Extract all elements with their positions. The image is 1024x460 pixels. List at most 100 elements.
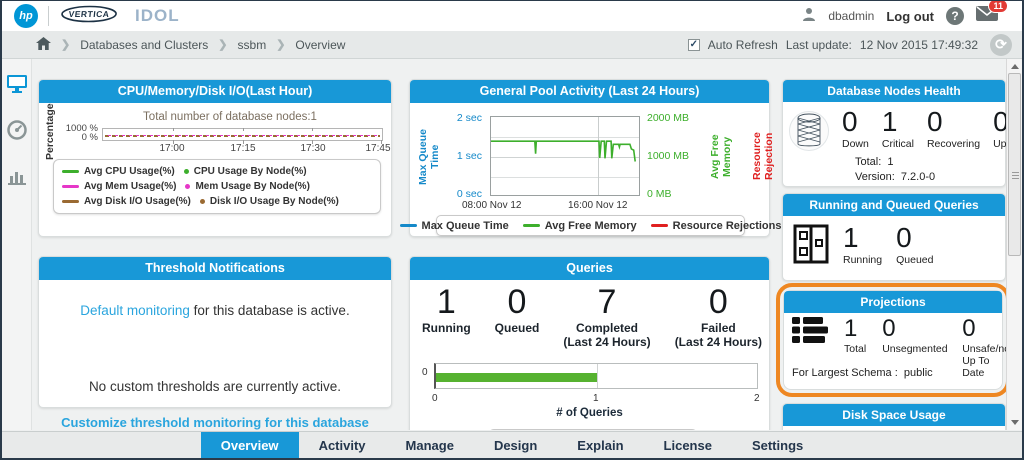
- panel-running-queued-queries: Running and Queued Queries 1 Running 0 Que…: [782, 193, 1006, 281]
- tab-design[interactable]: Design: [493, 438, 538, 453]
- panel-database-nodes-health: Database Nodes Health 0 Down 1 Critical: [782, 79, 1009, 187]
- queries-bar-y-tick: 0: [422, 367, 428, 378]
- home-icon[interactable]: [36, 36, 51, 53]
- auto-refresh-checkbox[interactable]: ✓: [687, 38, 700, 51]
- tab-activity[interactable]: Activity: [318, 438, 366, 453]
- cpu-usage-series-line: [105, 135, 380, 137]
- queries-x-tick: 1: [593, 393, 599, 404]
- legend-item: Avg CPU Usage(%): [62, 166, 175, 177]
- breadcrumb-overview: Overview: [295, 37, 346, 52]
- hp-logo-icon: hp: [14, 4, 38, 28]
- pool-right-tick: 0 MB: [647, 188, 672, 200]
- pool-right-tick: 2000 MB: [647, 112, 690, 124]
- cpu-x-tick: 17:15: [230, 143, 256, 154]
- legend-item: Mem Usage By Node(%): [185, 181, 310, 192]
- panel-projections: Projections 1 Total 0 Unsegmented: [783, 290, 1013, 390]
- stat-queued: 0 Queued: [494, 283, 540, 335]
- panel-title: Running and Queued Queries: [783, 194, 1005, 216]
- stat-up: 0 Up: [993, 106, 1009, 151]
- stat-running: 1 Running: [843, 222, 883, 267]
- panel-title: Queries: [410, 257, 769, 280]
- threshold-no-custom-text: No custom thresholds are currently activ…: [88, 379, 342, 394]
- queries-bar-plot: [434, 363, 758, 389]
- legend-item: Avg Disk I/O Usage(%): [62, 196, 191, 207]
- stat-unsegmented: 0 Unsegmented: [882, 315, 948, 356]
- pool-far-right-axis-label: Resource Rejection: [751, 132, 775, 180]
- default-monitoring-link[interactable]: Default monitoring: [80, 303, 190, 318]
- customize-threshold-link[interactable]: Customize threshold monitoring for this …: [61, 415, 369, 430]
- projections-list-icon: [792, 317, 828, 348]
- nodes-total: Total: 1: [855, 156, 894, 168]
- tab-explain[interactable]: Explain: [577, 438, 624, 453]
- stat-critical: 1 Critical: [881, 106, 914, 151]
- avg-free-memory-line: [491, 140, 636, 162]
- panel-title: Projections: [784, 291, 1002, 313]
- divider: [48, 6, 49, 26]
- tab-settings[interactable]: Settings: [751, 438, 804, 453]
- cpu-y-axis-label: Percentage: [44, 103, 56, 160]
- chevron-right-icon: ❯: [218, 39, 228, 51]
- cpu-x-tick: 17:00: [159, 143, 185, 154]
- panel-threshold-notifications: Threshold Notifications Default monitori…: [38, 256, 392, 408]
- queries-x-tick: 2: [754, 393, 760, 404]
- pool-plot-svg: [491, 140, 636, 162]
- scrollbar-thumb[interactable]: [1008, 73, 1021, 256]
- logout-link[interactable]: Log out: [886, 8, 934, 24]
- legend-item: Resource Rejections: [650, 220, 781, 232]
- app-title: IDOL: [135, 6, 180, 25]
- refresh-button[interactable]: ⟳: [990, 33, 1012, 56]
- auto-refresh-label: Auto Refresh: [707, 37, 778, 52]
- last-update-label: Last update:: [785, 37, 852, 52]
- queries-x-axis-label: # of Queries: [556, 407, 623, 419]
- cpu-y-tick: 1000 %: [65, 123, 98, 134]
- mem-usage-series-line: [108, 135, 380, 136]
- tab-manage[interactable]: Manage: [405, 438, 454, 453]
- bar-chart-icon[interactable]: [7, 167, 27, 190]
- tab-overview[interactable]: Overview: [200, 432, 299, 458]
- pool-left-axis-label: Max Queue Time: [417, 128, 441, 186]
- pool-x-tick: 16:00 Nov 12: [568, 200, 628, 211]
- stat-unsafe: 0 Unsafe/not Up To Date: [962, 315, 1013, 380]
- panel-title: CPU/Memory/Disk I/O(Last Hour): [39, 80, 391, 103]
- message-count-badge: 11: [988, 1, 1008, 13]
- cpu-y-tick: 0 %: [81, 132, 98, 143]
- projections-highlight-ring: Projections 1 Total 0 Unsegmented: [776, 283, 1013, 397]
- panel-title: Threshold Notifications: [39, 257, 391, 280]
- pool-activity-plot: [490, 116, 640, 196]
- user-icon: [802, 7, 816, 26]
- stat-completed: 7 Completed (Last 24 Hours): [563, 283, 651, 349]
- panel-title: General Pool Activity (Last 24 Hours): [410, 80, 769, 103]
- threshold-default-monitoring-text: Default monitoring for this database is …: [80, 303, 350, 318]
- monitor-icon[interactable]: [6, 75, 27, 98]
- legend-item: CPU Usage By Node(%): [183, 166, 307, 177]
- pool-chart-legend: Max Queue Time Avg Free Memory Resource …: [399, 215, 781, 236]
- svg-text:VERTICA: VERTICA: [68, 9, 110, 19]
- vertical-scrollbar[interactable]: [1006, 59, 1022, 430]
- cpu-usage-plot: [102, 128, 383, 144]
- top-header-bar: hp VERTICA IDOL dbadmin Log out ? 11: [2, 1, 1022, 31]
- queries-x-tick: 0: [432, 393, 438, 404]
- panel-title: Disk Space Usage: [783, 404, 1005, 426]
- pool-left-tick: 2 sec: [456, 112, 482, 124]
- messages-button[interactable]: 11: [976, 1, 1008, 26]
- panel-general-pool-activity: General Pool Activity (Last 24 Hours) Ma…: [399, 79, 781, 237]
- tab-license[interactable]: License: [663, 438, 712, 453]
- breadcrumb-ssbm[interactable]: ssbm: [237, 37, 267, 52]
- breadcrumb-bar: ❯ Databases and Clusters ❯ ssbm ❯ Overvi…: [2, 31, 1022, 59]
- projections-schema-footer: For Largest Schema : public: [792, 367, 933, 379]
- legend-item: Disk I/O Usage By Node(%): [199, 196, 339, 207]
- chevron-right-icon: ❯: [276, 39, 286, 51]
- scroll-down-arrow-icon[interactable]: [1011, 420, 1019, 425]
- help-icon[interactable]: ?: [946, 7, 964, 25]
- panel-disk-space-usage: Disk Space Usage: [782, 403, 1006, 430]
- breadcrumb-databases-and-clusters[interactable]: Databases and Clusters: [80, 37, 209, 52]
- legend-item: Avg Mem Usage(%): [62, 181, 176, 192]
- legend-item: Max Queue Time: [399, 220, 509, 232]
- scroll-up-arrow-icon[interactable]: [1011, 64, 1019, 69]
- gauge-icon[interactable]: [6, 120, 27, 145]
- running-queries-bar: [436, 373, 597, 382]
- pool-right-axis-label: Avg Free Memory: [709, 134, 733, 180]
- nodes-version: Version: 7.2.0-0: [855, 171, 936, 183]
- panel-title: Database Nodes Health: [783, 80, 1005, 102]
